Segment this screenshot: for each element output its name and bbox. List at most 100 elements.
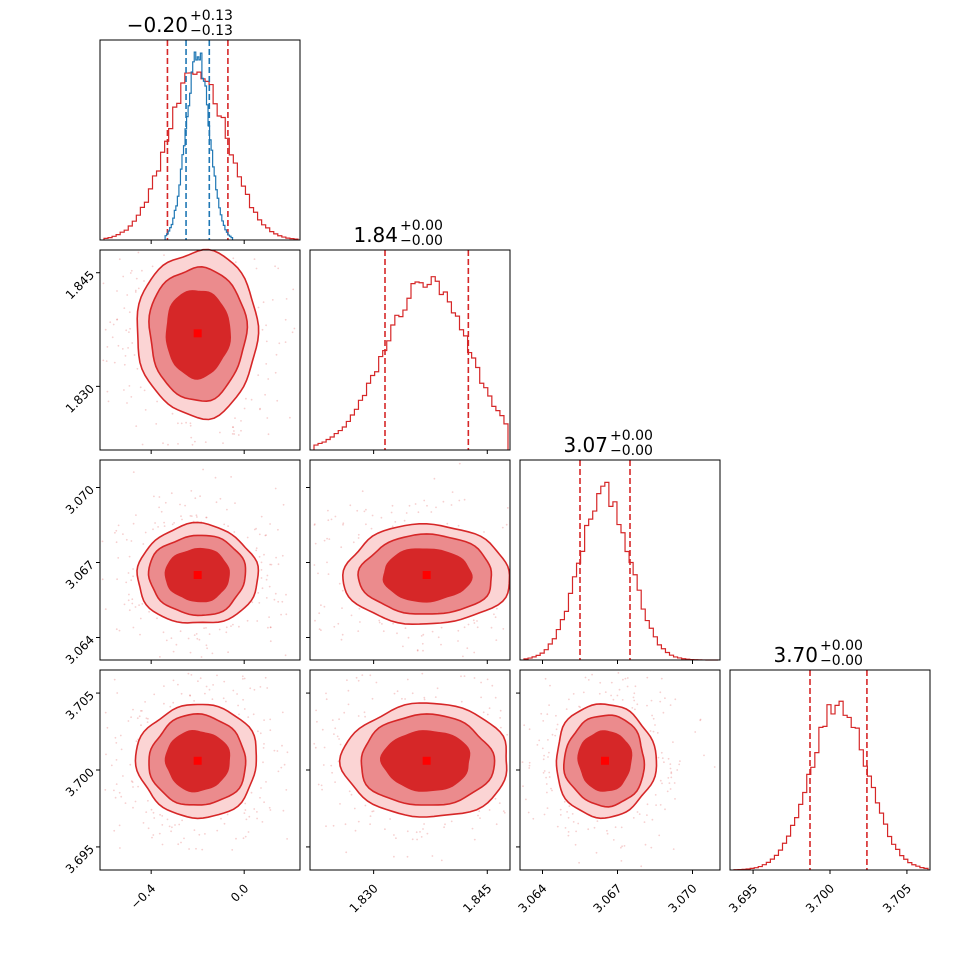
scatter-point: [205, 685, 208, 688]
scatter-point: [277, 563, 280, 566]
scatter-point: [237, 704, 240, 707]
scatter-point: [458, 462, 461, 465]
scatter-point: [403, 519, 406, 522]
title-main: 3.07: [563, 433, 608, 457]
scatter-point: [555, 714, 557, 717]
scatter-point: [622, 678, 624, 681]
scatter-point: [394, 521, 397, 523]
scatter-point: [132, 568, 135, 570]
scatter-point: [177, 443, 179, 445]
scatter-point: [370, 527, 373, 530]
scatter-point: [339, 803, 341, 805]
scatter-point: [101, 540, 104, 543]
scatter-point: [196, 516, 198, 518]
scatter-point: [113, 829, 116, 832]
scatter-point: [231, 433, 234, 435]
scatter-point: [313, 564, 316, 566]
scatter-point: [147, 827, 150, 830]
scatter-point: [205, 644, 208, 647]
scatter-point: [450, 504, 453, 506]
scatter-point: [355, 676, 358, 679]
scatter-point: [423, 696, 426, 699]
scatter-point: [153, 693, 156, 696]
scatter-point: [503, 811, 506, 814]
axes-frame-1-0: [99, 249, 301, 451]
scatter-point: [264, 676, 267, 679]
scatter-point: [125, 329, 128, 332]
scatter-point: [234, 502, 236, 504]
scatter-point: [260, 569, 263, 571]
scatter-point: [161, 824, 164, 826]
scatter-point: [579, 706, 581, 709]
scatter-point: [237, 434, 240, 436]
title-upper: +0.00: [610, 428, 653, 444]
scatter-point: [269, 729, 272, 732]
scatter-point: [358, 607, 361, 610]
scatter-point: [361, 490, 364, 493]
scatter-point: [669, 763, 672, 765]
scatter-point: [151, 836, 153, 839]
scatter-point: [460, 675, 462, 678]
scatter-point: [130, 780, 133, 783]
scatter-point: [137, 287, 140, 290]
scatter-point: [145, 811, 148, 813]
scatter-point: [578, 705, 580, 708]
scatter-point: [341, 607, 343, 609]
scatter-point: [132, 626, 135, 629]
x-tick-label: 1.845: [460, 881, 494, 915]
scatter-point: [476, 620, 478, 622]
scatter-point: [234, 261, 237, 263]
scatter-point: [572, 821, 575, 823]
scatter-point: [582, 691, 585, 694]
scatter-point: [282, 809, 285, 812]
scatter-point: [643, 821, 646, 823]
scatter-point: [548, 776, 551, 778]
scatter-point: [420, 635, 423, 637]
scatter-point: [480, 696, 482, 699]
scatter-point: [661, 782, 663, 785]
scatter-point: [363, 711, 366, 714]
scatter-point: [232, 689, 235, 692]
scatter-point: [242, 698, 245, 701]
axes-frame-1-1: [309, 249, 511, 451]
scatter-point: [153, 495, 155, 498]
scatter-point: [334, 727, 337, 730]
scatter-point: [618, 688, 621, 691]
scatter-point: [384, 828, 386, 831]
scatter-point: [357, 679, 360, 682]
x-tick-label: 3.700: [803, 881, 837, 915]
scatter-point: [128, 311, 131, 314]
scatter-point: [203, 627, 206, 629]
scatter-point: [206, 647, 209, 650]
scatter-point: [115, 541, 118, 544]
scatter-point: [152, 811, 155, 814]
scatter-point: [114, 531, 116, 534]
scatter-point: [435, 506, 437, 509]
scatter-point: [323, 539, 326, 542]
scatter-point: [476, 626, 479, 629]
scatter-point: [713, 766, 716, 768]
scatter-point: [330, 518, 333, 521]
scatter-point: [341, 589, 344, 592]
scatter-point: [193, 700, 196, 702]
scatter-point: [631, 707, 634, 709]
scatter-point: [250, 791, 253, 794]
scatter-point: [135, 514, 137, 516]
scatter-point: [285, 298, 288, 300]
scatter-point: [626, 685, 629, 688]
scatter-point: [426, 504, 428, 507]
scatter-point: [253, 258, 256, 260]
scatter-point: [159, 656, 161, 658]
scatter-point: [139, 386, 142, 389]
scatter-point: [669, 788, 672, 790]
scatter-point: [132, 786, 134, 788]
scatter-point: [331, 771, 333, 774]
scatter-point: [431, 630, 434, 633]
scatter-point: [256, 620, 259, 622]
scatter-point: [130, 540, 133, 542]
scatter-point: [646, 676, 649, 679]
scatter-point: [499, 717, 501, 719]
scatter-point: [273, 749, 276, 752]
scatter-point: [131, 781, 134, 783]
scatter-point: [187, 637, 190, 640]
